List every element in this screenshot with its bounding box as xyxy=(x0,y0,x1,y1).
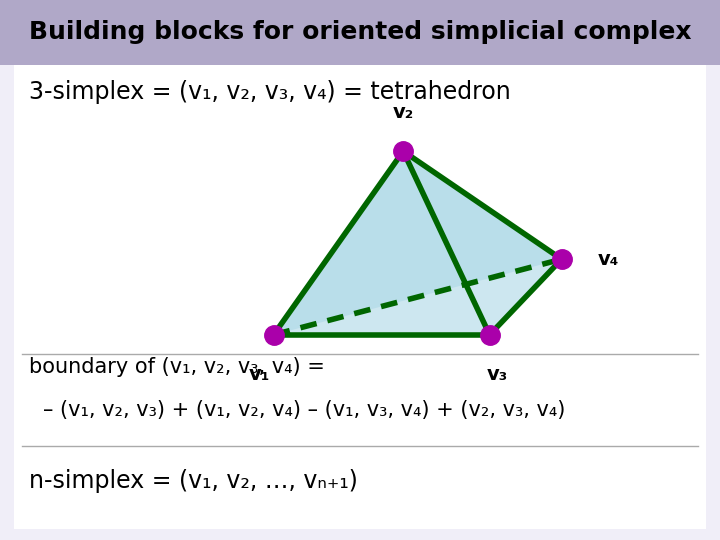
Text: v₁: v₁ xyxy=(248,364,270,383)
Polygon shape xyxy=(274,151,562,335)
Text: 3-simplex = (v₁, v₂, v₃, v₄) = tetrahedron: 3-simplex = (v₁, v₂, v₃, v₄) = tetrahedr… xyxy=(29,80,510,104)
Text: n-simplex = (v₁, v₂, …, vₙ₊₁): n-simplex = (v₁, v₂, …, vₙ₊₁) xyxy=(29,469,358,492)
Text: boundary of (v₁, v₂, v₃, v₄) =: boundary of (v₁, v₂, v₃, v₄) = xyxy=(29,357,325,377)
Text: v₂: v₂ xyxy=(392,103,414,122)
Text: Building blocks for oriented simplicial complex: Building blocks for oriented simplicial … xyxy=(29,21,691,44)
Polygon shape xyxy=(274,151,490,335)
FancyBboxPatch shape xyxy=(0,0,720,65)
Text: – (v₁, v₂, v₃) + (v₁, v₂, v₄) – (v₁, v₃, v₄) + (v₂, v₃, v₄): – (v₁, v₂, v₃) + (v₁, v₂, v₄) – (v₁, v₃,… xyxy=(43,400,566,421)
FancyBboxPatch shape xyxy=(14,65,706,529)
Text: v₄: v₄ xyxy=(598,249,619,269)
Text: v₃: v₃ xyxy=(486,364,508,383)
Polygon shape xyxy=(403,151,562,335)
